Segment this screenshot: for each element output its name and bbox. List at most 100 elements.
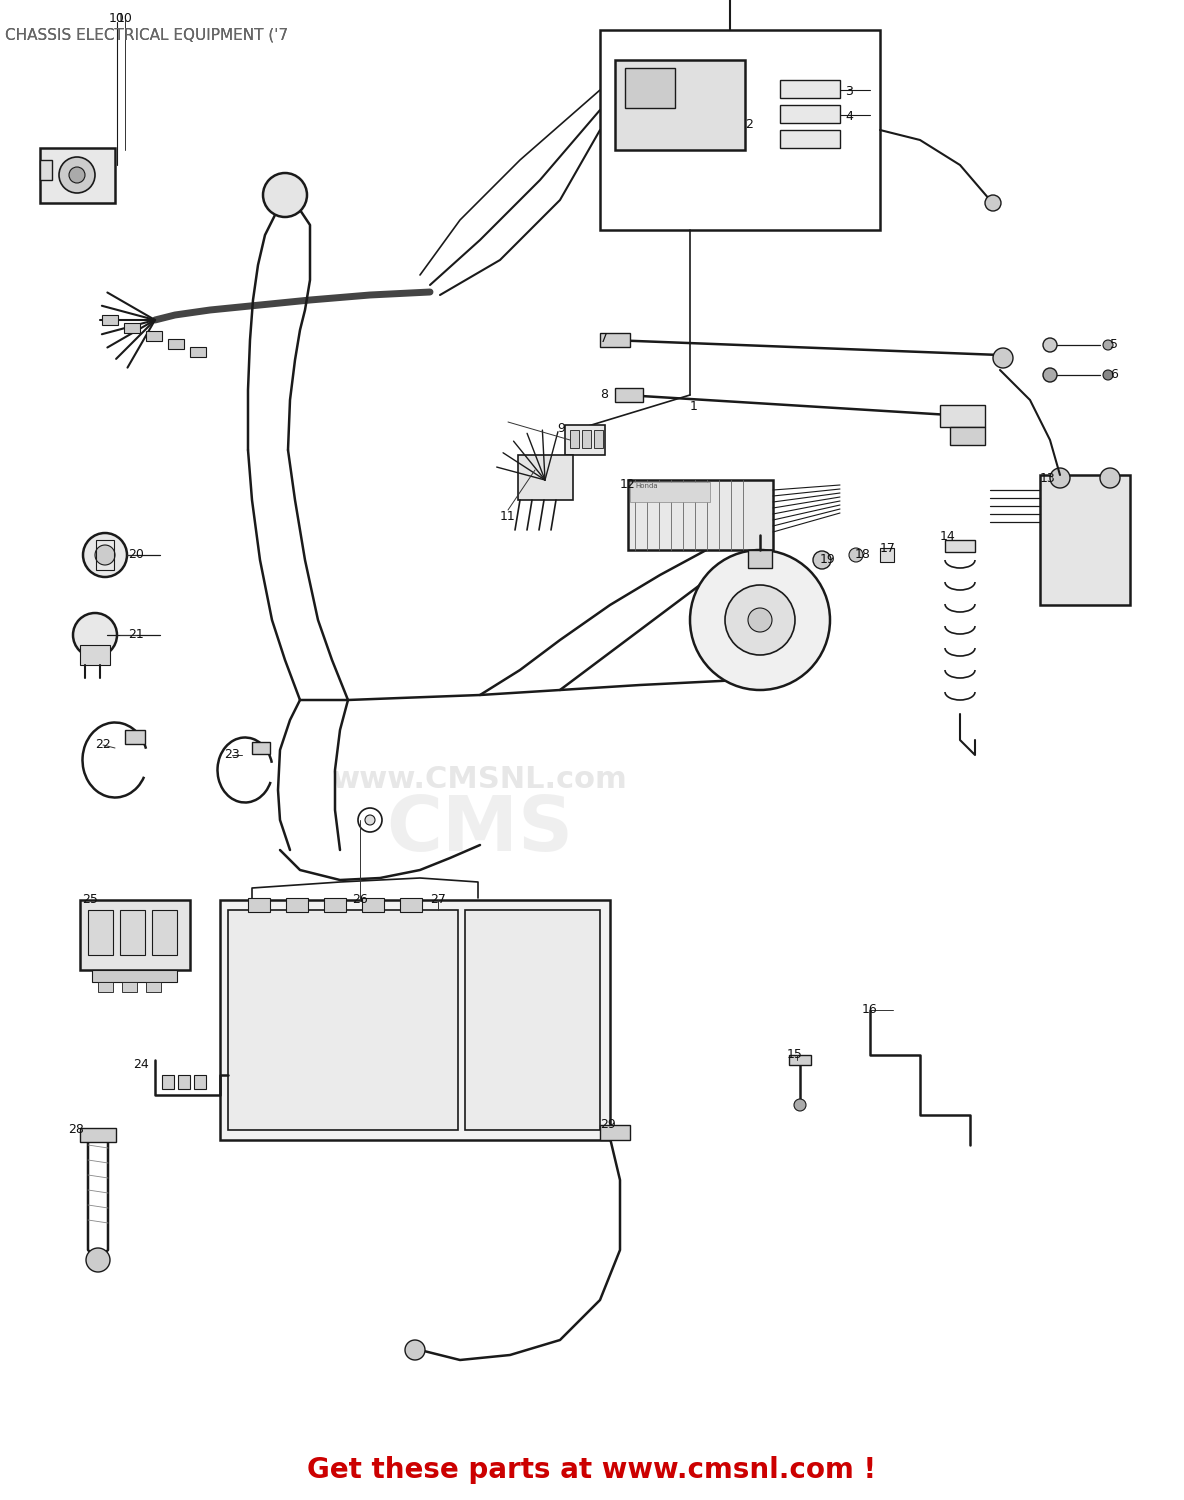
Text: CHASSIS ELECTRICAL EQUIPMENT ('7: CHASSIS ELECTRICAL EQUIPMENT ('7 xyxy=(5,27,288,42)
Bar xyxy=(81,645,110,664)
Bar xyxy=(748,550,772,568)
Circle shape xyxy=(263,172,307,217)
Bar xyxy=(614,388,643,402)
Bar xyxy=(1040,476,1130,604)
Bar xyxy=(362,898,384,912)
Bar xyxy=(220,900,610,1140)
Text: 16: 16 xyxy=(862,1004,877,1016)
Text: 15: 15 xyxy=(787,1048,803,1060)
Text: 4: 4 xyxy=(845,110,852,123)
Bar xyxy=(614,60,745,150)
Circle shape xyxy=(1103,370,1113,380)
Text: 21: 21 xyxy=(128,628,143,640)
Text: 3: 3 xyxy=(845,86,852,98)
Text: 13: 13 xyxy=(1040,472,1056,484)
Text: 9: 9 xyxy=(556,422,565,435)
Bar xyxy=(517,454,573,500)
Bar xyxy=(945,540,974,552)
Bar xyxy=(162,1076,174,1089)
Bar xyxy=(565,424,605,454)
Text: 19: 19 xyxy=(821,554,836,566)
Bar xyxy=(40,160,52,180)
Circle shape xyxy=(69,166,85,183)
Bar xyxy=(880,548,894,562)
Text: 11: 11 xyxy=(500,510,516,524)
Bar xyxy=(594,430,603,448)
Text: 5: 5 xyxy=(1109,338,1118,351)
Bar xyxy=(88,910,112,956)
Text: 29: 29 xyxy=(600,1118,616,1131)
Bar xyxy=(324,898,346,912)
Text: www.CMSNL.com: www.CMSNL.com xyxy=(333,765,628,795)
Circle shape xyxy=(1043,368,1057,382)
Text: Get these parts at www.cmsnl.com !: Get these parts at www.cmsnl.com ! xyxy=(308,1456,876,1484)
Circle shape xyxy=(794,1100,806,1112)
Text: 23: 23 xyxy=(224,748,239,760)
Bar xyxy=(168,339,184,350)
Text: 28: 28 xyxy=(67,1124,84,1136)
Bar xyxy=(96,540,114,570)
Bar xyxy=(126,730,144,744)
Circle shape xyxy=(1050,468,1070,488)
Text: 27: 27 xyxy=(430,892,446,906)
Bar xyxy=(465,910,600,1130)
Bar xyxy=(287,898,308,912)
Bar xyxy=(780,130,839,148)
Bar xyxy=(628,480,773,550)
Circle shape xyxy=(1100,468,1120,488)
Text: 22: 22 xyxy=(95,738,111,752)
Bar xyxy=(583,430,591,448)
Text: 26: 26 xyxy=(352,892,368,906)
Bar xyxy=(229,910,458,1130)
Text: 20: 20 xyxy=(128,548,144,561)
Bar xyxy=(950,427,985,445)
Bar xyxy=(625,68,675,108)
Text: 12: 12 xyxy=(620,478,636,490)
Bar xyxy=(194,1076,206,1089)
Bar xyxy=(600,333,630,346)
Circle shape xyxy=(985,195,1000,211)
Text: 24: 24 xyxy=(133,1058,149,1071)
Bar xyxy=(630,482,710,502)
Text: 10: 10 xyxy=(117,12,133,26)
Circle shape xyxy=(1043,338,1057,352)
Bar xyxy=(189,346,206,357)
Circle shape xyxy=(849,548,863,562)
Circle shape xyxy=(813,550,831,568)
Circle shape xyxy=(83,532,127,578)
Bar xyxy=(940,405,985,427)
Circle shape xyxy=(405,1340,425,1360)
Text: 2: 2 xyxy=(745,118,753,130)
Text: CMS: CMS xyxy=(386,794,573,867)
Circle shape xyxy=(86,1248,110,1272)
Circle shape xyxy=(73,614,117,657)
Bar xyxy=(178,1076,189,1089)
Bar xyxy=(152,910,176,956)
Bar xyxy=(247,898,270,912)
Circle shape xyxy=(95,544,115,566)
Bar xyxy=(98,982,112,992)
Bar xyxy=(146,332,162,340)
Circle shape xyxy=(690,550,830,690)
Bar xyxy=(780,80,839,98)
Bar xyxy=(252,742,270,754)
Bar xyxy=(81,900,189,970)
Bar xyxy=(122,982,137,992)
Bar xyxy=(146,982,161,992)
Bar xyxy=(92,970,176,982)
Circle shape xyxy=(748,608,772,631)
Bar xyxy=(40,148,115,202)
Text: 1: 1 xyxy=(690,400,697,412)
Bar xyxy=(102,315,118,326)
Bar xyxy=(120,910,144,956)
Text: CHASSIS ELECTRICAL EQUIPMENT ('7: CHASSIS ELECTRICAL EQUIPMENT ('7 xyxy=(5,27,288,42)
Text: Honda: Honda xyxy=(635,483,657,489)
Bar xyxy=(600,30,880,230)
Bar xyxy=(570,430,579,448)
Bar xyxy=(400,898,422,912)
Text: 14: 14 xyxy=(940,530,955,543)
Text: 7: 7 xyxy=(600,332,609,345)
Bar xyxy=(789,1054,811,1065)
Bar xyxy=(81,1128,116,1142)
Circle shape xyxy=(993,348,1014,368)
